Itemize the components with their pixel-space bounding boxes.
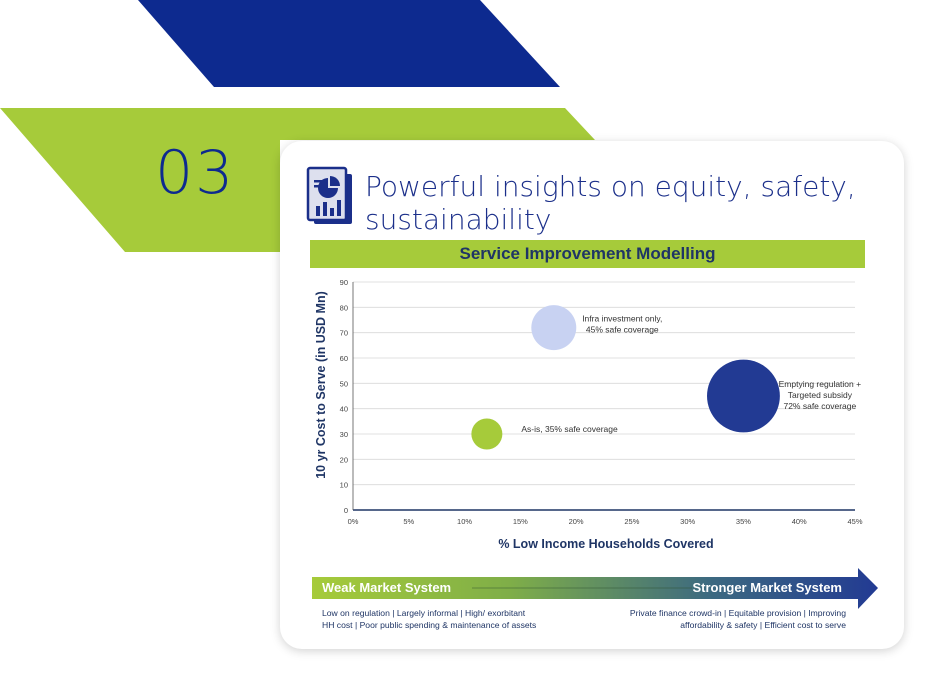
lime-chevron-shape bbox=[0, 108, 595, 252]
market-scale-arrow bbox=[312, 568, 878, 609]
data-point-label: Infra investment only, bbox=[582, 314, 662, 324]
y-axis-label: 10 yr Cost to Serve (in USD Mn) bbox=[314, 291, 328, 479]
y-tick-label: 30 bbox=[340, 430, 348, 439]
x-tick-label: 25% bbox=[624, 517, 639, 526]
x-tick-label: 5% bbox=[403, 517, 414, 526]
report-chart-icon bbox=[306, 166, 352, 224]
y-tick-label: 20 bbox=[340, 455, 348, 464]
strong-market-label: Stronger Market System bbox=[692, 580, 842, 595]
y-tick-label: 40 bbox=[340, 405, 348, 414]
weak-desc-line1: Low on regulation | Largely informal | H… bbox=[322, 608, 526, 618]
insights-card bbox=[280, 141, 904, 649]
data-point-label: 72% safe coverage bbox=[783, 401, 856, 411]
y-tick-label: 70 bbox=[340, 329, 348, 338]
data-point-label: Emptying regulation + bbox=[779, 379, 861, 389]
card-title: Powerful insights on equity, safety, sus… bbox=[365, 170, 885, 236]
x-tick-label: 40% bbox=[792, 517, 807, 526]
x-tick-label: 35% bbox=[736, 517, 751, 526]
data-point-label: As-is, 35% safe coverage bbox=[521, 424, 618, 434]
card-title-line1: Powerful insights on equity, safety, bbox=[365, 170, 856, 203]
weak-market-label: Weak Market System bbox=[322, 580, 452, 595]
y-tick-label: 50 bbox=[340, 379, 348, 388]
y-tick-label: 60 bbox=[340, 354, 348, 363]
y-tick-label: 80 bbox=[340, 303, 348, 312]
data-point-bubble bbox=[531, 305, 577, 351]
section-number: 03 bbox=[155, 138, 236, 208]
data-point-label: Targeted subsidy bbox=[788, 390, 853, 400]
x-tick-label: 10% bbox=[457, 517, 472, 526]
y-tick-label: 10 bbox=[340, 481, 348, 490]
y-tick-label: 0 bbox=[344, 506, 348, 515]
y-tick-label: 90 bbox=[340, 278, 348, 287]
data-point-bubble bbox=[471, 418, 503, 450]
x-tick-label: 15% bbox=[513, 517, 528, 526]
card-title-line2: sustainability bbox=[365, 203, 552, 236]
x-tick-label: 20% bbox=[569, 517, 584, 526]
strong-market-description: Private finance crowd-in | Equitable pro… bbox=[560, 607, 846, 631]
x-axis-label: % Low Income Households Covered bbox=[498, 537, 714, 551]
x-tick-label: 0% bbox=[348, 517, 359, 526]
data-point-label: 45% safe coverage bbox=[586, 325, 659, 335]
scatter-chart: 0 10 20 30 40 50 60 70 80 90 0% 5% 10% 15% 20% 25% 30% 35… bbox=[340, 278, 863, 526]
weak-desc-line2: HH cost | Poor public spending & mainten… bbox=[322, 620, 537, 630]
strong-desc-line1: Private finance crowd-in | Equitable pro… bbox=[629, 608, 846, 618]
strong-desc-line2: affordability & safety | Efficient cost … bbox=[680, 620, 846, 630]
navy-chevron-shape bbox=[138, 0, 560, 87]
data-point-bubble bbox=[707, 359, 780, 433]
weak-market-description: Low on regulation | Largely informal | H… bbox=[322, 607, 536, 631]
x-tick-label: 30% bbox=[680, 517, 695, 526]
chart-title-banner: Service Improvement Modelling bbox=[310, 240, 865, 268]
x-tick-label: 45% bbox=[847, 517, 862, 526]
